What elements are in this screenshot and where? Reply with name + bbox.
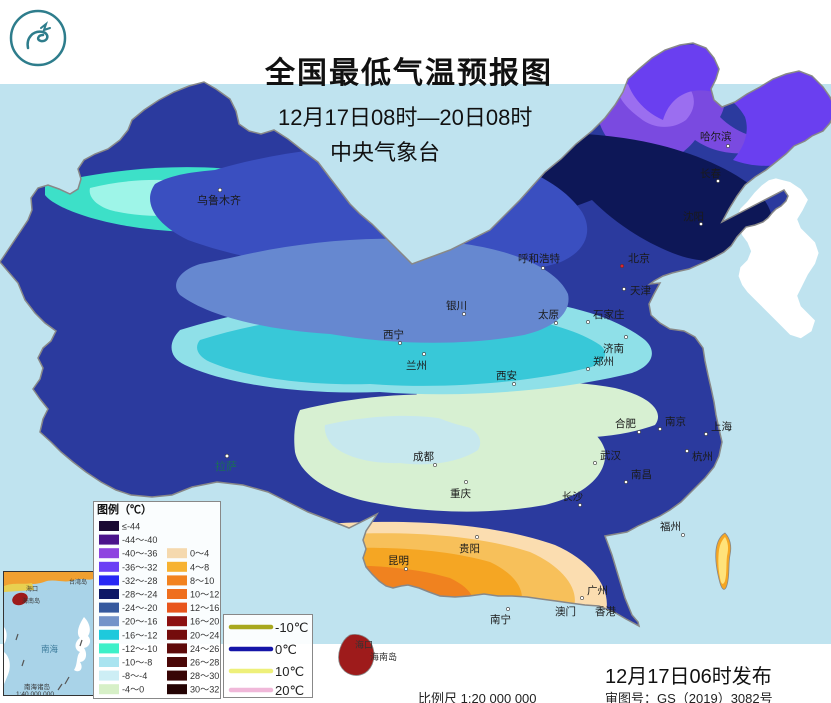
svg-text:昆明: 昆明 [388,555,409,567]
svg-text:台湾岛: 台湾岛 [69,578,87,586]
svg-text:沈阳: 沈阳 [683,210,704,223]
svg-text:1:40 000 000: 1:40 000 000 [16,691,54,696]
svg-text:-20～-16: -20～-16 [122,617,157,627]
svg-text:-40～-36: -40～-36 [122,549,157,559]
svg-text:上海: 上海 [711,420,732,433]
svg-text:福州: 福州 [660,520,681,533]
svg-text:海南岛: 海南岛 [370,651,397,662]
svg-text:乌鲁木齐: 乌鲁木齐 [197,193,241,207]
svg-text:长沙: 长沙 [562,491,583,503]
svg-text:银川: 银川 [446,299,467,312]
svg-text:10～12: 10～12 [190,590,219,600]
svg-text:石家庄: 石家庄 [593,308,625,321]
svg-text:南宁: 南宁 [490,613,511,626]
svg-text:成都: 成都 [413,451,434,463]
svg-text:武汉: 武汉 [600,449,621,462]
svg-text:-28～-24: -28～-24 [122,590,157,600]
svg-text:4～8: 4～8 [190,562,209,572]
svg-text:20～24: 20～24 [190,630,219,640]
svg-text:-12～-10: -12～-10 [122,644,157,654]
svg-text:西宁: 西宁 [383,328,404,341]
svg-text:海南岛: 海南岛 [22,597,40,605]
svg-text:南海: 南海 [41,644,59,654]
svg-text:10℃: 10℃ [275,664,304,679]
svg-text:呼和浩特: 呼和浩特 [518,253,560,265]
svg-text:28～30: 28～30 [190,671,219,681]
svg-text:兰州: 兰州 [406,359,427,372]
svg-text:20℃: 20℃ [275,683,304,698]
svg-text:哈尔滨: 哈尔滨 [700,130,732,143]
svg-text:16～20: 16～20 [190,617,219,627]
svg-text:郑州: 郑州 [593,355,614,368]
svg-text:广州: 广州 [587,585,608,597]
svg-text:-44～-40: -44～-40 [122,535,157,545]
svg-text:西安: 西安 [496,369,517,382]
svg-text:海口: 海口 [355,639,373,650]
svg-text:-10～-8: -10～-8 [122,658,152,668]
svg-text:-4～0: -4～0 [122,685,144,695]
svg-text:30～32: 30～32 [190,685,219,695]
svg-text:贵阳: 贵阳 [459,542,480,555]
svg-text:0～4: 0～4 [190,549,209,559]
svg-text:香港: 香港 [595,606,616,618]
svg-text:-8～-4: -8～-4 [122,671,147,681]
svg-text:12～16: 12～16 [190,603,219,613]
svg-text:太原: 太原 [538,308,559,321]
svg-text:南昌: 南昌 [631,468,652,481]
svg-text:济南: 济南 [603,342,624,355]
svg-text:重庆: 重庆 [450,487,471,500]
svg-text:≤-44: ≤-44 [122,522,140,532]
svg-text:澳门: 澳门 [555,605,576,618]
svg-text:图例（℃）: 图例（℃） [97,502,152,516]
svg-text:长春: 长春 [700,168,721,180]
svg-text:海口: 海口 [26,585,38,593]
svg-text:合肥: 合肥 [615,417,636,430]
svg-text:-16～-12: -16～-12 [122,630,157,640]
svg-text:0℃: 0℃ [275,642,297,657]
svg-text:杭州: 杭州 [692,450,713,463]
svg-text:-24～-20: -24～-20 [122,603,157,613]
svg-text:北京: 北京 [628,251,650,265]
svg-text:24～26: 24～26 [190,644,219,654]
svg-text:拉萨: 拉萨 [215,459,237,473]
svg-text:8～10: 8～10 [190,576,214,586]
svg-text:南海诸岛: 南海诸岛 [24,682,50,691]
svg-text:-36～-32: -36～-32 [122,562,157,572]
svg-text:天津: 天津 [630,285,651,297]
svg-text:-32～-28: -32～-28 [122,576,157,586]
svg-text:南京: 南京 [665,415,686,428]
svg-text:-10℃: -10℃ [275,620,308,635]
svg-text:26～28: 26～28 [190,658,219,668]
